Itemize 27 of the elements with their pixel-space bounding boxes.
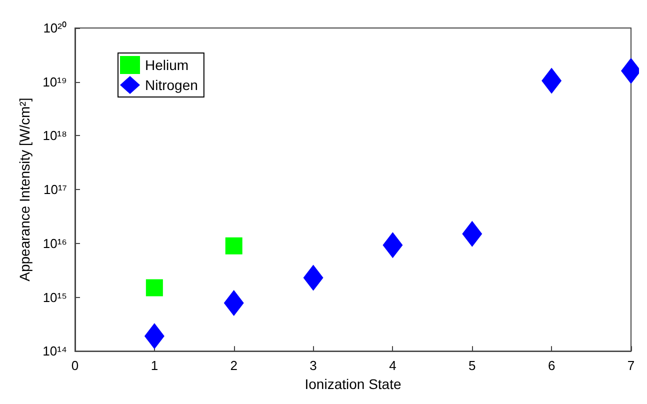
y-tick-label: 10¹⁶ bbox=[42, 236, 67, 251]
legend-label: Helium bbox=[145, 57, 189, 73]
point bbox=[382, 232, 403, 258]
y-tick-label: 10¹⁹ bbox=[42, 74, 67, 90]
point bbox=[462, 220, 482, 247]
x-tick-label: 1 bbox=[150, 358, 158, 374]
legend-label: Nitrogen bbox=[145, 77, 198, 93]
point bbox=[144, 323, 164, 350]
point bbox=[542, 68, 562, 94]
point bbox=[225, 237, 242, 254]
x-tick-label: 2 bbox=[230, 358, 238, 374]
x-tick-label: 7 bbox=[627, 358, 635, 374]
x-axis-title: Ionization State bbox=[304, 376, 402, 392]
y-tick-label: 10¹⁴ bbox=[42, 344, 67, 359]
y-tick-label: 10¹⁷ bbox=[44, 182, 68, 198]
point bbox=[146, 279, 163, 296]
y-axis-title: Appearance Intensity [W/cm²] bbox=[16, 98, 33, 282]
y-tick-label: 10²⁰ bbox=[43, 20, 67, 36]
x-tick-label: 0 bbox=[71, 358, 79, 374]
y-tick-label: 10¹⁵ bbox=[42, 290, 67, 305]
x-tick-label: 6 bbox=[548, 358, 556, 374]
x-tick-label: 5 bbox=[468, 358, 476, 374]
x-tick-label: 4 bbox=[389, 358, 396, 374]
point bbox=[224, 290, 244, 316]
y-tick-label: 10¹⁸ bbox=[42, 128, 67, 144]
point bbox=[303, 264, 324, 291]
x-tick-label: 3 bbox=[310, 358, 317, 374]
